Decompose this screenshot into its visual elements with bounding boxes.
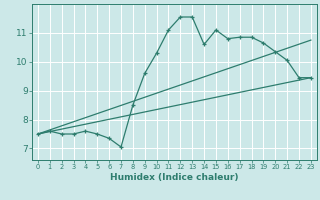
- X-axis label: Humidex (Indice chaleur): Humidex (Indice chaleur): [110, 173, 239, 182]
